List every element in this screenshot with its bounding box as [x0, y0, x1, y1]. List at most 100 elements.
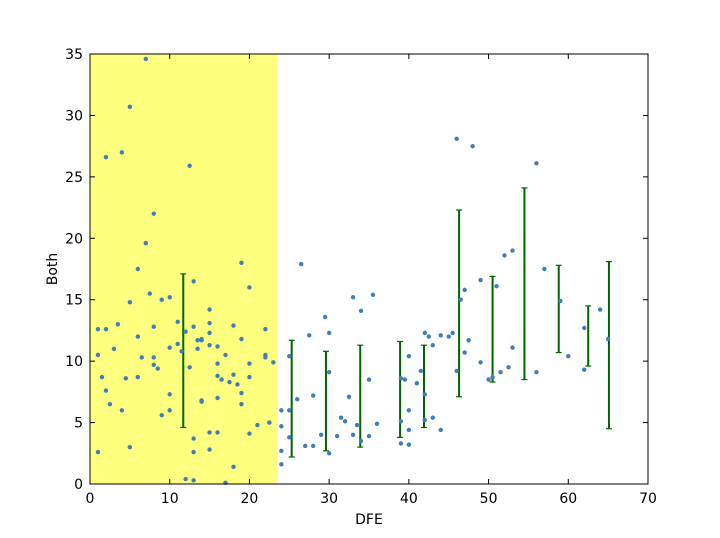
- y-axis-label: Both: [45, 253, 61, 286]
- data-point-140: [462, 350, 467, 355]
- x-axis-label: DFE: [355, 512, 383, 528]
- data-point-151: [510, 248, 515, 253]
- data-point-119: [402, 377, 408, 382]
- data-point-82: [263, 355, 268, 360]
- tick-layer: 0 10 20 30 40 50 60 70 0 5 10 15 20 25 30 35: [65, 47, 657, 507]
- data-point-40: [187, 365, 192, 370]
- data-point-84: [271, 360, 276, 365]
- data-point-60: [215, 373, 220, 379]
- data-point-122: [406, 427, 412, 433]
- errorbar-7: [489, 275, 496, 383]
- data-point-153: [534, 161, 539, 166]
- y-tick-label-4: 20: [65, 231, 83, 247]
- data-point-28: [159, 413, 164, 418]
- data-point-146: [490, 374, 495, 380]
- data-point-44: [191, 449, 196, 455]
- data-point-124: [414, 381, 420, 386]
- x-tick-label-5: 50: [480, 491, 498, 507]
- data-point-157: [566, 354, 571, 359]
- data-point-72: [239, 336, 244, 342]
- data-point-105: [342, 419, 348, 424]
- data-point-75: [247, 285, 252, 290]
- data-point-22: [151, 211, 156, 216]
- data-point-116: [398, 376, 404, 381]
- data-point-52: [207, 307, 212, 312]
- data-point-136: [454, 136, 459, 141]
- data-point-32: [167, 392, 172, 397]
- data-point-155: [542, 266, 547, 272]
- data-point-141: [466, 338, 471, 343]
- errorbar-6: [456, 209, 463, 398]
- data-point-102: [326, 451, 332, 456]
- errorbar-3: [357, 344, 364, 448]
- data-point-123: [406, 442, 412, 447]
- data-point-100: [326, 330, 332, 336]
- data-point-29: [159, 297, 164, 302]
- data-point-86: [279, 424, 284, 429]
- data-point-85: [279, 408, 284, 413]
- data-point-91: [287, 435, 292, 440]
- data-point-8: [111, 346, 117, 352]
- data-point-14: [123, 376, 129, 381]
- data-point-59: [215, 361, 220, 366]
- data-point-130: [430, 342, 435, 348]
- data-point-107: [350, 295, 356, 300]
- errorbar-8: [521, 187, 528, 381]
- data-point-115: [374, 421, 380, 426]
- data-point-64: [223, 352, 228, 358]
- data-point-56: [207, 430, 212, 435]
- data-point-3: [99, 374, 105, 380]
- data-point-144: [478, 360, 483, 365]
- data-point-77: [247, 374, 252, 380]
- data-point-126: [422, 330, 427, 336]
- errorbar-10: [585, 305, 592, 367]
- data-point-125: [418, 368, 424, 374]
- x-tick-label-2: 20: [241, 491, 259, 507]
- data-point-159: [582, 367, 587, 372]
- data-point-45: [191, 478, 196, 483]
- data-point-97: [311, 443, 316, 449]
- data-point-79: [255, 422, 260, 428]
- data-point-87: [279, 448, 284, 454]
- data-point-53: [207, 320, 212, 326]
- data-point-70: [235, 382, 240, 387]
- data-point-112: [366, 377, 372, 382]
- data-point-6: [103, 155, 109, 160]
- data-point-145: [486, 377, 491, 382]
- data-point-98: [318, 432, 324, 438]
- data-point-9: [115, 322, 121, 327]
- data-point-108: [350, 432, 356, 438]
- errorbar-2: [322, 350, 329, 452]
- data-point-18: [135, 374, 141, 380]
- data-point-104: [338, 415, 344, 420]
- data-point-11: [119, 408, 125, 413]
- data-point-61: [215, 395, 220, 401]
- data-point-118: [398, 441, 404, 446]
- data-point-57: [207, 447, 212, 452]
- data-point-10: [119, 150, 125, 155]
- y-tick-label-0: 0: [74, 477, 83, 493]
- y-tick-label-1: 5: [74, 416, 83, 432]
- data-point-158: [582, 325, 587, 331]
- data-point-135: [450, 330, 455, 336]
- data-point-25: [151, 355, 156, 360]
- data-point-83: [267, 420, 272, 425]
- y-tick-label-5: 25: [65, 170, 83, 186]
- x-tick-label-6: 60: [559, 491, 577, 507]
- data-point-139: [462, 287, 467, 293]
- data-point-19: [139, 355, 145, 360]
- data-point-73: [239, 390, 244, 396]
- data-point-43: [191, 436, 196, 441]
- data-point-38: [183, 329, 188, 334]
- data-point-132: [438, 333, 443, 338]
- data-point-21: [143, 241, 148, 246]
- data-point-42: [191, 324, 196, 329]
- data-point-68: [231, 372, 236, 377]
- data-point-150: [506, 365, 511, 370]
- data-point-33: [167, 408, 172, 413]
- x-tick-label-3: 30: [320, 491, 338, 507]
- data-point-74: [239, 401, 244, 407]
- errorbar-11: [605, 261, 612, 430]
- data-point-94: [303, 443, 308, 449]
